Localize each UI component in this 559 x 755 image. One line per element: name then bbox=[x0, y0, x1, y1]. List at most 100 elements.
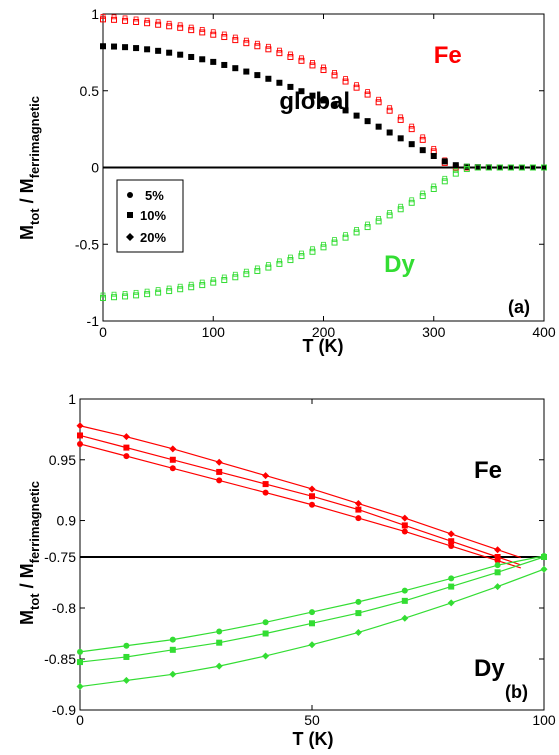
top-point-5% bbox=[123, 453, 130, 460]
bottom-point-10% bbox=[355, 610, 362, 617]
top-point-5% bbox=[494, 557, 501, 564]
data-point-global bbox=[408, 141, 415, 148]
ylabel-a-main: M bbox=[17, 225, 37, 240]
data-point-fe-overlap bbox=[232, 34, 238, 40]
data-point-dy bbox=[287, 257, 294, 264]
data-point-global bbox=[166, 49, 173, 56]
data-point-fe-overlap bbox=[144, 17, 150, 23]
bottom-point-20% bbox=[494, 583, 502, 591]
data-point-fe-overlap bbox=[365, 89, 371, 94]
annotation-fe: Fe bbox=[434, 42, 462, 69]
y-tick-label-bottom: -0.9 bbox=[52, 702, 76, 718]
data-point-fe-overlap bbox=[387, 105, 393, 111]
bottom-point-20% bbox=[447, 599, 455, 607]
data-point-global bbox=[177, 51, 184, 58]
top-point-10% bbox=[355, 506, 362, 513]
data-point-dy bbox=[100, 294, 106, 301]
data-point-dy-overlap bbox=[398, 203, 404, 209]
y-tick-label-top: 0.9 bbox=[57, 513, 77, 529]
legend: 5% 10% 20% bbox=[116, 179, 184, 253]
data-point-fe-overlap bbox=[243, 37, 249, 43]
data-point-dy-overlap bbox=[387, 209, 393, 215]
x-tick-label: 400 bbox=[532, 324, 556, 340]
data-point-dy bbox=[243, 271, 250, 278]
x-tick-label: 0 bbox=[76, 712, 84, 728]
data-point-fe-overlap bbox=[343, 76, 348, 81]
data-point-fe bbox=[331, 72, 338, 79]
data-point-fe-overlap bbox=[288, 51, 293, 57]
data-point-dy bbox=[331, 239, 338, 246]
data-point-dy bbox=[452, 170, 459, 177]
y-tick-label-top: 1 bbox=[68, 391, 76, 407]
data-point-dy bbox=[342, 234, 349, 241]
data-point-dy bbox=[111, 294, 118, 301]
data-point-fe-overlap bbox=[321, 64, 326, 70]
data-point-fe bbox=[100, 16, 106, 23]
y-tick-label: -0.5 bbox=[75, 236, 99, 252]
data-point-fe bbox=[122, 17, 129, 24]
data-point-dy bbox=[518, 164, 525, 171]
data-point-dy bbox=[541, 164, 547, 171]
ylabel-b-sub2: ferrimagnetic bbox=[27, 481, 42, 563]
bottom-point-10% bbox=[309, 620, 315, 627]
data-point-fe-overlap bbox=[254, 40, 260, 46]
top-point-5% bbox=[355, 515, 362, 522]
data-point-fe bbox=[232, 37, 239, 44]
panel-b-dy-label: Dy bbox=[474, 655, 505, 682]
bottom-point-5% bbox=[309, 609, 315, 616]
data-point-fe-overlap bbox=[265, 43, 271, 49]
data-point-dy-overlap bbox=[166, 285, 172, 291]
data-point-fe bbox=[144, 20, 151, 27]
data-point-fe bbox=[298, 57, 305, 64]
annotation-global: global bbox=[279, 88, 350, 115]
top-point-10% bbox=[77, 432, 83, 439]
data-point-global bbox=[298, 88, 305, 95]
x-tick-label: 50 bbox=[304, 712, 320, 728]
data-point-dy-overlap bbox=[288, 254, 293, 260]
data-point-dy-overlap bbox=[177, 283, 183, 289]
data-point-global bbox=[430, 152, 437, 159]
bottom-point-10% bbox=[77, 659, 83, 666]
data-point-dy-overlap bbox=[221, 274, 227, 280]
data-point-dy-overlap bbox=[133, 289, 139, 295]
data-point-global bbox=[507, 164, 514, 171]
bottom-point-20% bbox=[540, 565, 548, 573]
bottom-point-20% bbox=[262, 652, 270, 660]
top-point-20% bbox=[354, 500, 362, 508]
x-tick-label: 0 bbox=[99, 324, 107, 340]
y-tick-label-top: 0.95 bbox=[49, 452, 76, 468]
bottom-point-10% bbox=[541, 554, 547, 560]
panel-a-y-axis-label: Mtot / Mferrimagnetic bbox=[17, 96, 42, 240]
data-point-dy bbox=[221, 277, 228, 284]
bottom-point-10% bbox=[401, 597, 408, 604]
data-point-fe-overlap bbox=[221, 31, 227, 37]
data-point-fe-overlap bbox=[122, 15, 128, 21]
bottom-point-20% bbox=[215, 662, 223, 670]
data-point-dy bbox=[144, 291, 151, 298]
data-point-dy bbox=[166, 288, 173, 295]
top-point-20% bbox=[215, 458, 223, 466]
data-point-dy-overlap bbox=[376, 215, 382, 221]
x-tick-label: 100 bbox=[532, 712, 556, 728]
data-point-fe-overlap bbox=[210, 29, 216, 35]
top-point-10% bbox=[216, 468, 223, 475]
panel-b: 0 50 100 0.9 0.95 1 -0.9 -0.85 -0.8 -0.75 T (K) M… bbox=[17, 391, 556, 749]
top-point-5% bbox=[169, 465, 176, 472]
bottom-point-5% bbox=[401, 587, 408, 594]
y-tick-label: 0 bbox=[91, 160, 99, 176]
bottom-point-20% bbox=[401, 614, 409, 622]
data-point-dy-overlap bbox=[431, 183, 437, 189]
data-point-dy bbox=[375, 218, 382, 225]
data-point-dy bbox=[320, 244, 327, 251]
data-point-global bbox=[541, 164, 547, 171]
panel-b-label: (b) bbox=[505, 682, 528, 702]
top-point-20% bbox=[169, 445, 177, 453]
top-point-5% bbox=[401, 528, 408, 535]
data-point-fe-overlap bbox=[166, 20, 172, 26]
data-point-dy-overlap bbox=[155, 287, 161, 293]
data-point-global bbox=[496, 164, 503, 171]
bottom-point-5% bbox=[262, 619, 269, 626]
data-point-fe-overlap bbox=[354, 82, 359, 88]
legend-marker-square bbox=[127, 212, 133, 218]
legend-marker-diamond bbox=[126, 233, 134, 241]
